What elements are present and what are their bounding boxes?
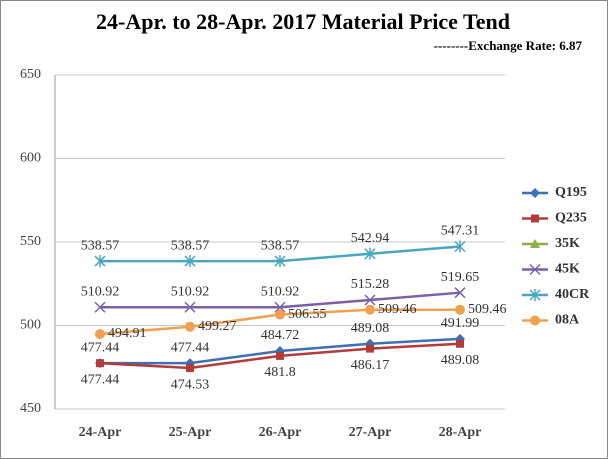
- y-tick-label: 600: [20, 151, 41, 166]
- marker: [365, 304, 375, 315]
- marker: [364, 294, 376, 306]
- data-label: 538.57: [171, 238, 210, 253]
- marker: [185, 321, 195, 332]
- marker: [455, 304, 465, 315]
- legend-label: 40CR: [555, 287, 590, 302]
- data-label: 547.31: [441, 224, 480, 239]
- data-label: 477.44: [171, 340, 210, 355]
- marker: [184, 301, 196, 313]
- marker: [184, 255, 196, 268]
- marker: [366, 344, 374, 353]
- y-tick-label: 500: [20, 318, 41, 333]
- legend-label: 35K: [555, 236, 580, 251]
- data-label: 519.65: [441, 270, 480, 285]
- data-label: 509.46: [378, 302, 417, 317]
- chart-title: 24-Apr. to 28-Apr. 2017 Material Price T…: [96, 9, 510, 34]
- marker: [274, 301, 286, 313]
- data-label: 538.57: [261, 238, 300, 253]
- chart-subtitle: --------Exchange Rate: 6.87: [434, 38, 583, 53]
- data-label: 542.94: [351, 231, 390, 246]
- data-label: 509.46: [468, 302, 507, 317]
- x-tick-label: 26-Apr: [259, 425, 302, 440]
- marker: [96, 359, 104, 368]
- marker: [94, 301, 106, 313]
- x-tick-label: 24-Apr: [79, 425, 122, 440]
- legend-marker: [529, 263, 541, 276]
- x-tick-label: 27-Apr: [349, 425, 392, 440]
- data-label: 510.92: [261, 284, 300, 299]
- y-tick-label: 450: [20, 401, 41, 416]
- data-label: 506.55: [288, 307, 327, 322]
- data-label: 484.72: [261, 328, 300, 343]
- marker: [364, 247, 376, 260]
- data-label: 489.08: [351, 321, 390, 336]
- y-tick-label: 650: [20, 67, 41, 82]
- data-label: 477.44: [81, 340, 120, 355]
- data-label: 510.92: [171, 284, 210, 299]
- data-label: 474.53: [171, 377, 210, 392]
- legend-label: Q235: [555, 211, 587, 226]
- legend-marker: [530, 188, 540, 198]
- data-label: 538.57: [81, 238, 120, 253]
- data-label: 494.91: [108, 326, 147, 341]
- marker: [456, 339, 464, 348]
- data-label: 489.08: [441, 353, 480, 368]
- x-tick-label: 28-Apr: [439, 425, 482, 440]
- legend-marker: [530, 239, 540, 248]
- data-label: 510.92: [81, 284, 120, 299]
- legend-label: 08A: [555, 313, 580, 328]
- legend-marker: [530, 315, 540, 326]
- data-label: 499.27: [198, 319, 237, 334]
- legend-label: 45K: [555, 262, 580, 277]
- marker: [94, 255, 106, 268]
- marker: [275, 309, 285, 320]
- legend-marker: [529, 289, 541, 301]
- x-tick-label: 25-Apr: [169, 425, 212, 440]
- marker: [454, 287, 466, 299]
- marker: [276, 351, 284, 360]
- data-label: 477.44: [81, 372, 120, 387]
- data-label: 491.99: [441, 316, 480, 331]
- legend-label: Q195: [555, 185, 587, 200]
- y-tick-label: 550: [20, 234, 41, 249]
- data-label: 486.17: [351, 358, 390, 373]
- marker: [274, 255, 286, 268]
- marker: [186, 364, 194, 373]
- legend-marker: [531, 214, 539, 223]
- marker: [454, 240, 466, 253]
- data-label: 481.8: [264, 365, 296, 380]
- data-label: 515.28: [351, 277, 390, 292]
- marker: [95, 329, 105, 340]
